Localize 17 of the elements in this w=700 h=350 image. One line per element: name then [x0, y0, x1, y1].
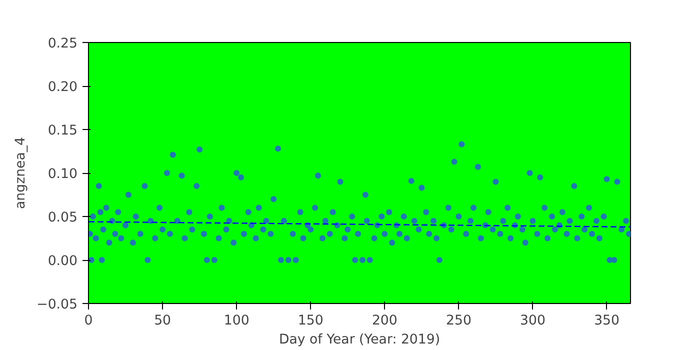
y-axis-title: angznea_4: [14, 136, 29, 210]
x-tick-label: 150: [298, 314, 324, 328]
y-tick-label: −0.05: [36, 298, 78, 312]
y-tick-label: 0.05: [48, 210, 78, 226]
y-tick-label: 0.15: [48, 124, 78, 138]
x-tick-label: 300: [520, 314, 546, 328]
y-tick-label: 0.00: [48, 254, 78, 269]
x-tick-label: 0: [84, 314, 93, 328]
x-tick-label: 350: [594, 314, 620, 328]
x-tick-label: 200: [372, 314, 398, 328]
y-tick-label: 0.10: [48, 167, 78, 182]
x-tick-label: 50: [154, 314, 172, 328]
y-tick-label: 0.25: [48, 36, 78, 52]
x-tick-label: 100: [224, 314, 250, 328]
y-tick-label: 0.20: [48, 80, 78, 95]
x-tick-label: 250: [446, 314, 472, 328]
x-axis-title: Day of Year (Year: 2019): [278, 332, 440, 348]
